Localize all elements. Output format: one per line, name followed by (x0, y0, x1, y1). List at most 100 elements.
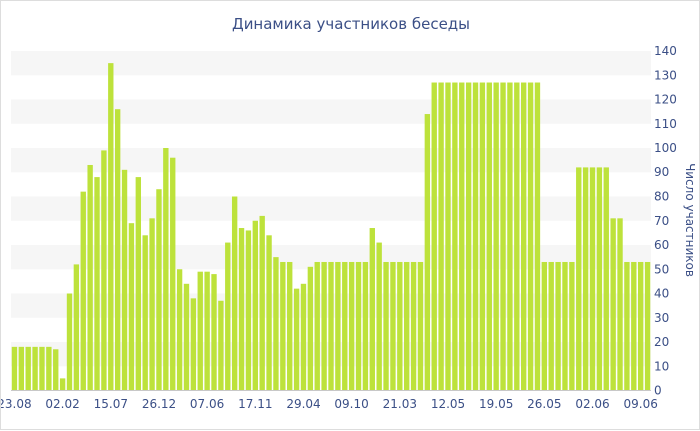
bar (637, 261, 644, 391)
y-tick-label: 140 (654, 44, 677, 58)
bar (280, 261, 286, 391)
y-tick-label: 130 (654, 68, 677, 82)
y-tick-label: 0 (654, 384, 662, 398)
bar (245, 230, 252, 391)
bar (417, 261, 424, 391)
bar (631, 261, 637, 391)
grid-band (11, 196, 651, 221)
bar (582, 167, 589, 391)
bar (438, 82, 444, 391)
y-tick-label: 20 (654, 335, 669, 349)
bar (452, 82, 458, 391)
bar (342, 261, 348, 391)
y-axis-label: Число участников (683, 163, 697, 277)
bar (238, 228, 245, 391)
x-tick-label: 09.10 (334, 397, 368, 411)
x-tick-label: 02.06 (575, 397, 609, 411)
bar (259, 215, 265, 391)
bar (59, 378, 66, 391)
x-tick-label: 21.03 (383, 397, 417, 411)
bar (479, 82, 486, 391)
bar (156, 189, 162, 391)
bar (94, 177, 100, 391)
grid-band (11, 51, 651, 76)
bar (404, 261, 410, 391)
bar (576, 167, 582, 391)
bar (644, 261, 651, 391)
bar (362, 261, 369, 391)
chart-title: Динамика участников беседы (232, 15, 470, 33)
bar (335, 261, 341, 391)
bar (287, 261, 293, 391)
bar (211, 274, 217, 391)
bar (348, 261, 355, 391)
bar (108, 63, 114, 391)
x-tick-label: 12.05 (431, 397, 465, 411)
bar (121, 169, 128, 391)
bar (176, 269, 183, 391)
y-tick-label: 40 (654, 287, 669, 301)
y-tick-label: 90 (654, 165, 669, 179)
grid-band (11, 99, 651, 124)
bar (521, 82, 527, 391)
bar (218, 300, 224, 391)
bar (369, 228, 375, 391)
bar (101, 150, 107, 391)
bar (445, 82, 451, 391)
bar (328, 261, 334, 391)
bar (73, 264, 80, 391)
bar (204, 271, 210, 391)
x-tick-label: 15.07 (94, 397, 128, 411)
bar (273, 257, 279, 391)
bar (500, 82, 506, 391)
bar (128, 223, 135, 391)
bar (459, 82, 465, 391)
bar (431, 82, 437, 391)
bars (11, 63, 651, 391)
bar (465, 82, 472, 391)
bar (617, 218, 623, 391)
bar (114, 109, 121, 391)
y-tick-label: 30 (654, 311, 669, 325)
bar (486, 82, 492, 391)
bar (142, 235, 148, 391)
bar (397, 261, 403, 391)
bar (493, 82, 499, 391)
bar (80, 191, 86, 391)
bar (307, 266, 314, 391)
bar (569, 261, 575, 391)
bar (170, 157, 176, 391)
bar (293, 288, 300, 391)
y-tick-label: 70 (654, 214, 669, 228)
bar (163, 148, 169, 391)
grid-band (11, 148, 651, 173)
bar (46, 346, 52, 391)
x-tick-label: 09.06 (624, 397, 658, 411)
y-axis-ticks: 0 10 20 30 40 50 60 70 80 90 100 110 120 130 140 (654, 44, 677, 398)
bar (300, 283, 307, 391)
bar (610, 218, 616, 391)
bar (18, 346, 25, 391)
bar (87, 164, 93, 391)
x-tick-label: 02.02 (45, 397, 79, 411)
bar (25, 346, 31, 391)
bar (548, 261, 554, 391)
bar (527, 82, 534, 391)
bar (197, 271, 203, 391)
bar (603, 167, 609, 391)
bar (225, 242, 231, 391)
bar (390, 261, 396, 391)
bar (424, 114, 431, 391)
bar (321, 261, 327, 391)
x-tick-label: 26.12 (142, 397, 176, 411)
bar (190, 298, 197, 391)
x-tick-label: 29.04 (286, 397, 320, 411)
bar (39, 346, 45, 391)
x-tick-label: 17.11 (238, 397, 272, 411)
bar (410, 261, 417, 391)
bar (135, 177, 141, 391)
bar (383, 261, 389, 391)
bar (53, 349, 59, 391)
